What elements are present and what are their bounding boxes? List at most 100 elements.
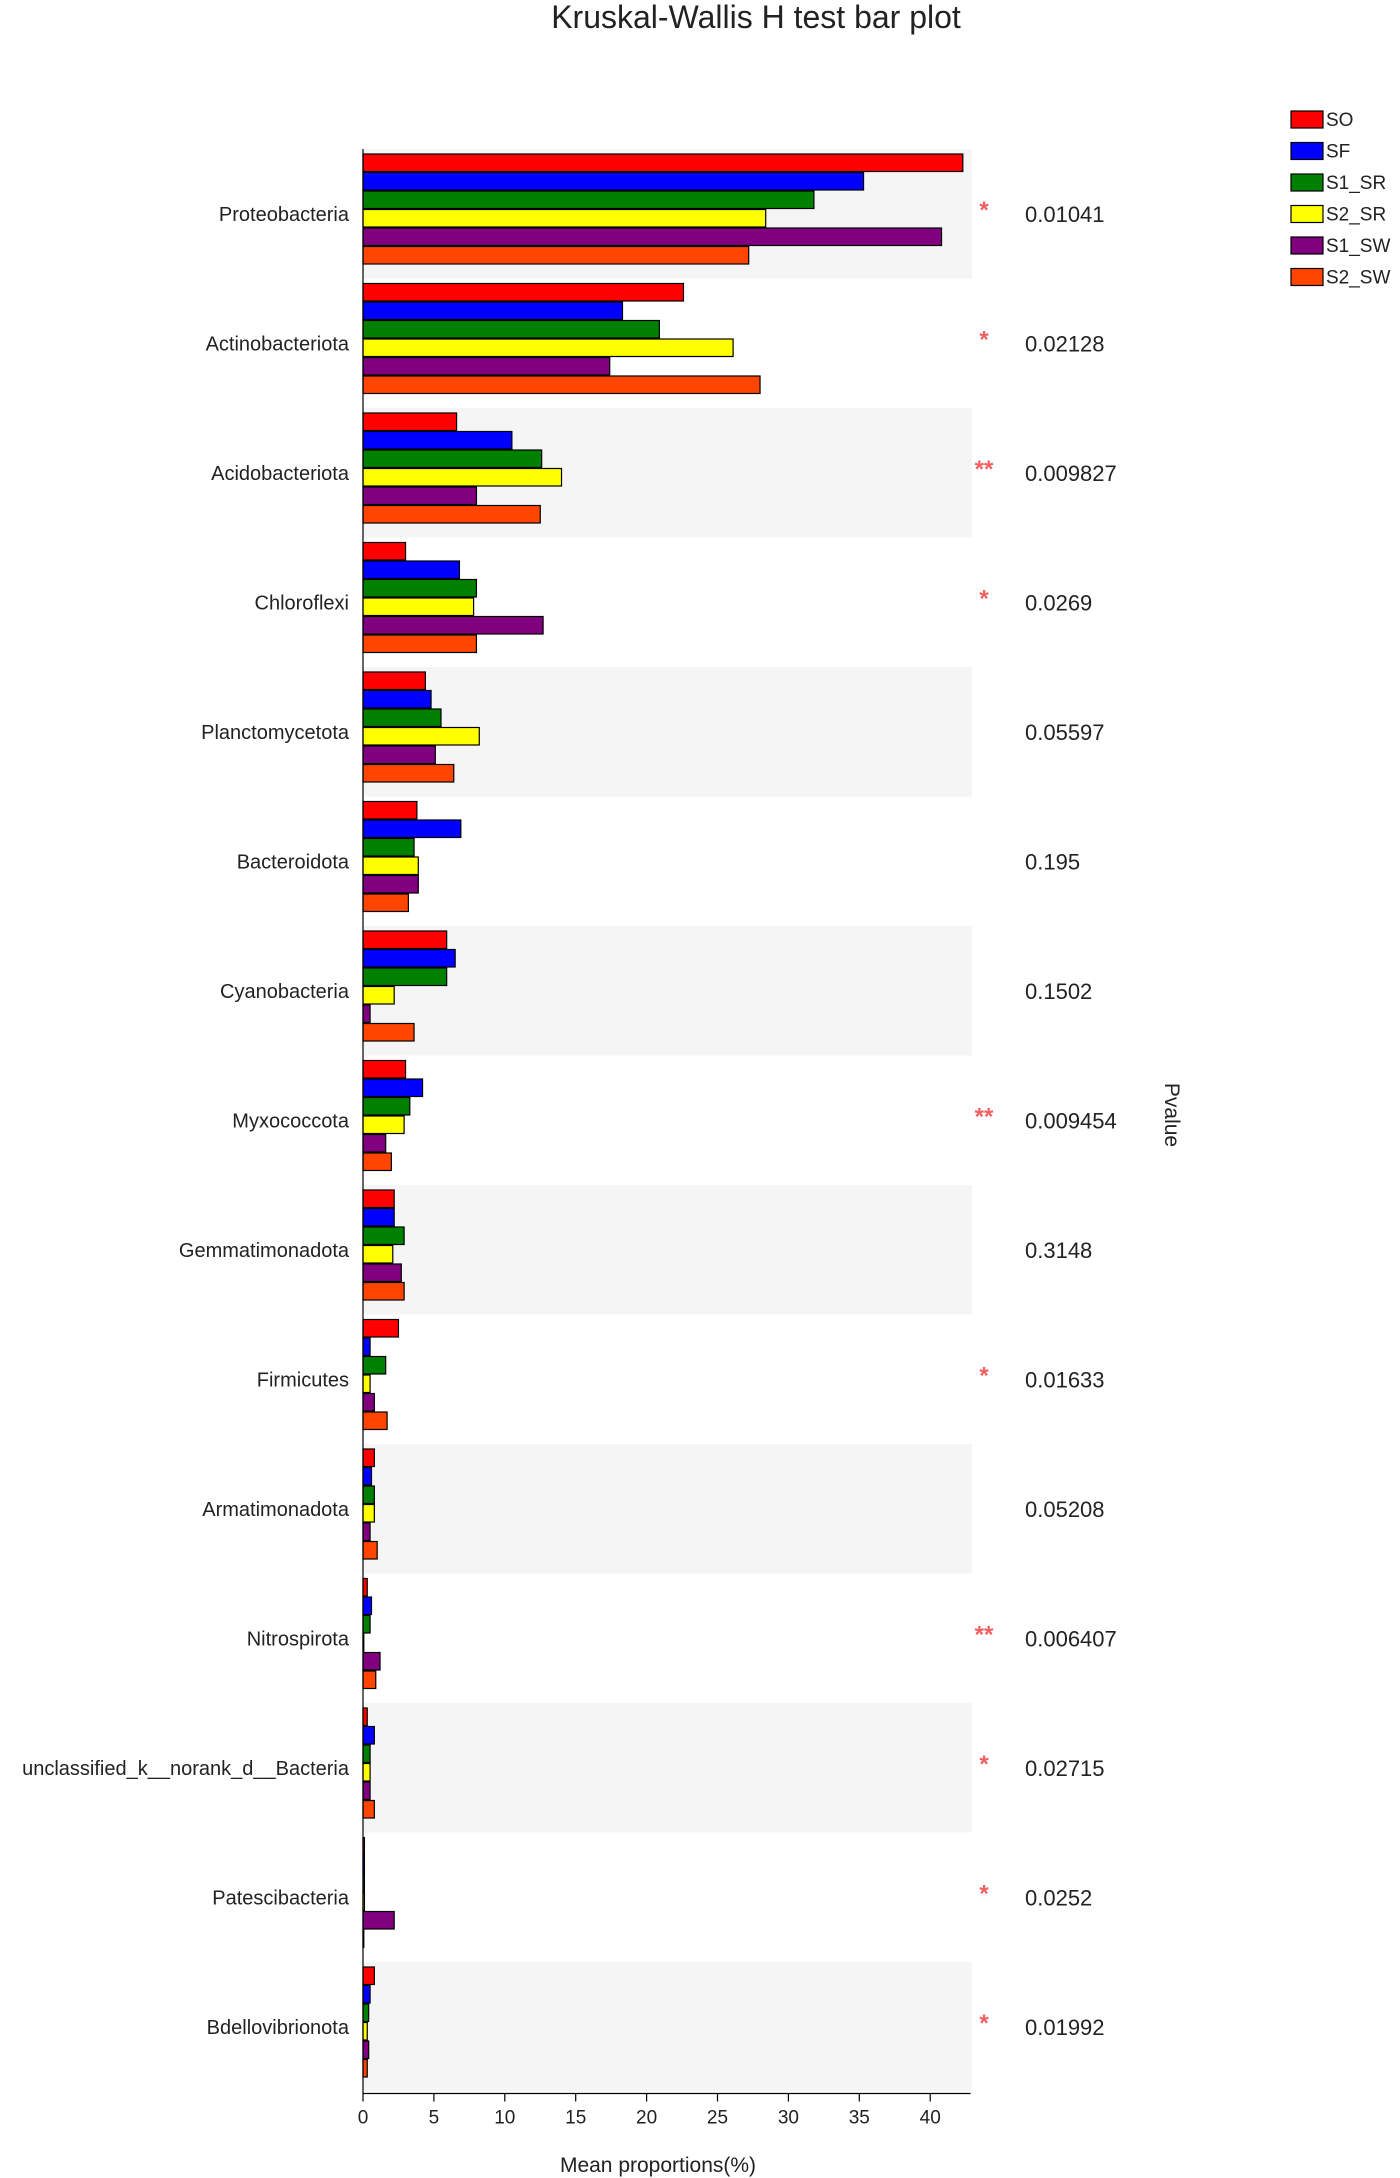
significance-marker: **	[975, 1621, 994, 1648]
bar	[362, 1799, 375, 1819]
bar	[362, 1485, 375, 1505]
legend: SO SF S1_SR S2_SR S1_SW S2_SW	[1290, 110, 1390, 289]
chart-title: Kruskal-Wallis H test bar plot	[551, 0, 961, 35]
bar	[362, 1466, 373, 1486]
pvalue-label: 0.05208	[1025, 1497, 1105, 1522]
bar	[362, 282, 685, 302]
bar	[362, 375, 761, 395]
row-bands	[363, 149, 972, 2092]
legend-label: S1_SR	[1326, 173, 1386, 194]
bar	[362, 967, 448, 987]
pvalue-label: 0.02128	[1025, 331, 1105, 356]
bar	[362, 1207, 395, 1227]
pvalue-label: 0.0269	[1025, 590, 1092, 615]
category-label: Armatimonadota	[202, 1499, 350, 1521]
category-label: Patescibacteria	[212, 1887, 350, 1909]
x-tick-label: 15	[565, 2108, 586, 2129]
row-band	[363, 1962, 972, 2092]
bar	[362, 1411, 388, 1431]
category-label: Cyanobacteria	[220, 981, 350, 1003]
category-label: Bacteroidota	[237, 851, 350, 873]
bar	[362, 948, 456, 968]
bar	[362, 1725, 375, 1745]
bar	[362, 1744, 371, 1764]
bar	[362, 1355, 387, 1375]
bar	[362, 1448, 375, 1468]
significance-marker: *	[979, 326, 989, 353]
bar	[362, 578, 478, 598]
bar	[362, 1762, 371, 1782]
pvalue-label: 0.009827	[1025, 461, 1117, 486]
bar	[362, 1152, 392, 1172]
category-label: unclassified_k__norank_d__Bacteria	[22, 1758, 350, 1780]
bar	[362, 1374, 371, 1394]
bar	[362, 1133, 387, 1153]
category-label: Gemmatimonadota	[179, 1240, 350, 1262]
legend-label: S1_SW	[1326, 236, 1390, 257]
bar	[362, 153, 964, 173]
bar	[362, 1226, 405, 1246]
legend-label: SF	[1326, 142, 1350, 163]
legend-swatch	[1290, 141, 1324, 161]
bar	[362, 338, 734, 358]
row-band	[363, 926, 972, 1056]
bar	[362, 208, 767, 228]
pvalue-label: 0.195	[1025, 849, 1080, 874]
pvalue-label: 0.006407	[1025, 1626, 1117, 1651]
bar	[362, 301, 624, 321]
pvalue-label: 0.1502	[1025, 979, 1092, 1004]
bar	[362, 1263, 402, 1283]
category-label: Proteobacteria	[219, 204, 350, 226]
significance-marker: *	[979, 197, 989, 224]
bar	[362, 1910, 395, 1930]
significance-marker: *	[979, 1880, 989, 1907]
pvalue-label: 0.01992	[1025, 2015, 1105, 2040]
bar	[362, 486, 478, 506]
bar	[362, 1614, 371, 1634]
bar	[362, 1522, 371, 1542]
bar	[362, 227, 943, 247]
pvalue-label: 0.02715	[1025, 1756, 1105, 1781]
legend-label: S2_SR	[1326, 205, 1386, 226]
significance-marker: *	[979, 585, 989, 612]
bar	[362, 560, 461, 580]
x-tick-label: 25	[707, 2108, 728, 2129]
bar	[362, 319, 660, 339]
bar	[362, 467, 563, 487]
bar	[362, 837, 415, 857]
bar	[362, 689, 432, 709]
bar	[362, 634, 478, 654]
significance-marker: *	[979, 1751, 989, 1778]
x-tick-label: 5	[429, 2108, 440, 2129]
significance-marker: **	[975, 456, 994, 483]
x-tick-label: 35	[849, 2108, 870, 2129]
legend-swatch	[1290, 204, 1324, 224]
bar	[362, 245, 750, 265]
significance-markers: *************	[975, 197, 994, 2037]
bar	[362, 1707, 368, 1727]
pvalue-label: 0.009454	[1025, 1108, 1117, 1133]
bar	[362, 856, 419, 876]
category-label: Actinobacteriota	[206, 333, 350, 355]
bar	[362, 1781, 371, 1801]
significance-marker: *	[979, 1362, 989, 1389]
bar	[362, 745, 436, 765]
bar	[362, 430, 513, 450]
legend-swatch	[1290, 110, 1324, 129]
bar	[362, 1022, 415, 1042]
x-tick-label: 10	[494, 2108, 515, 2129]
bar	[362, 597, 475, 617]
bar	[362, 800, 418, 820]
bar	[362, 893, 409, 913]
category-label: Planctomycetota	[201, 722, 350, 744]
bar	[362, 819, 462, 839]
bar	[362, 1577, 368, 1597]
bar	[362, 1337, 371, 1357]
x-tick-label: 30	[778, 2108, 799, 2129]
category-label: Nitrospirota	[247, 1628, 350, 1650]
bar	[362, 1004, 371, 1024]
bar	[362, 2058, 368, 2078]
category-labels: Proteobacteria Actinobacteriota Acidobacte…	[22, 204, 350, 2039]
bar	[362, 1318, 400, 1338]
bar	[362, 1078, 424, 1098]
